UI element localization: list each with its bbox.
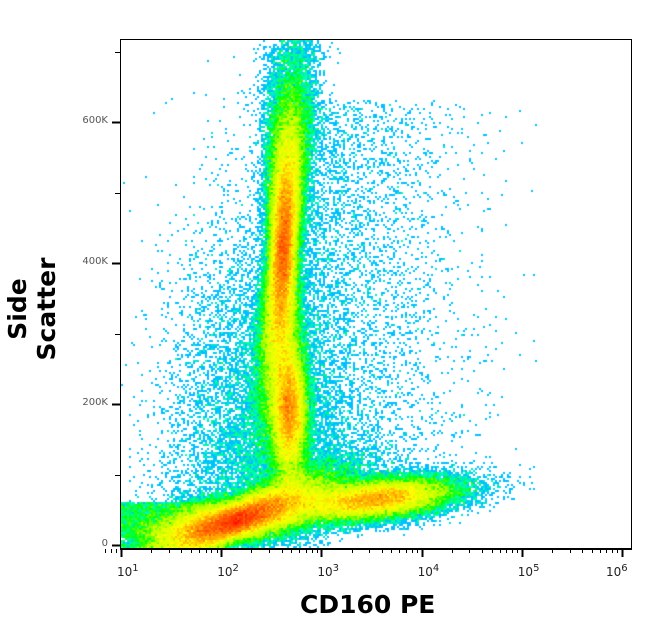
- x-tick-label: 105: [517, 563, 540, 579]
- y-tick-label: 200K: [82, 397, 108, 408]
- y-tick-label: 600K: [82, 115, 108, 126]
- y-axis-label: Side Scatter: [3, 257, 61, 361]
- x-axis-label: CD160 PE: [300, 590, 436, 619]
- x-tick-label: 103: [317, 563, 340, 579]
- x-tick-label: 101: [117, 563, 139, 579]
- y-tick-label: 400K: [82, 256, 108, 267]
- y-tick-label: 0: [101, 538, 108, 549]
- plot-area: [120, 39, 632, 549]
- x-tick-label: 104: [417, 563, 440, 579]
- x-tick-label: 106: [606, 563, 628, 579]
- density-plot: [121, 40, 631, 548]
- x-tick-label: 102: [217, 563, 239, 579]
